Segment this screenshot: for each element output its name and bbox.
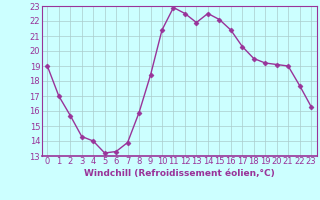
X-axis label: Windchill (Refroidissement éolien,°C): Windchill (Refroidissement éolien,°C) bbox=[84, 169, 275, 178]
